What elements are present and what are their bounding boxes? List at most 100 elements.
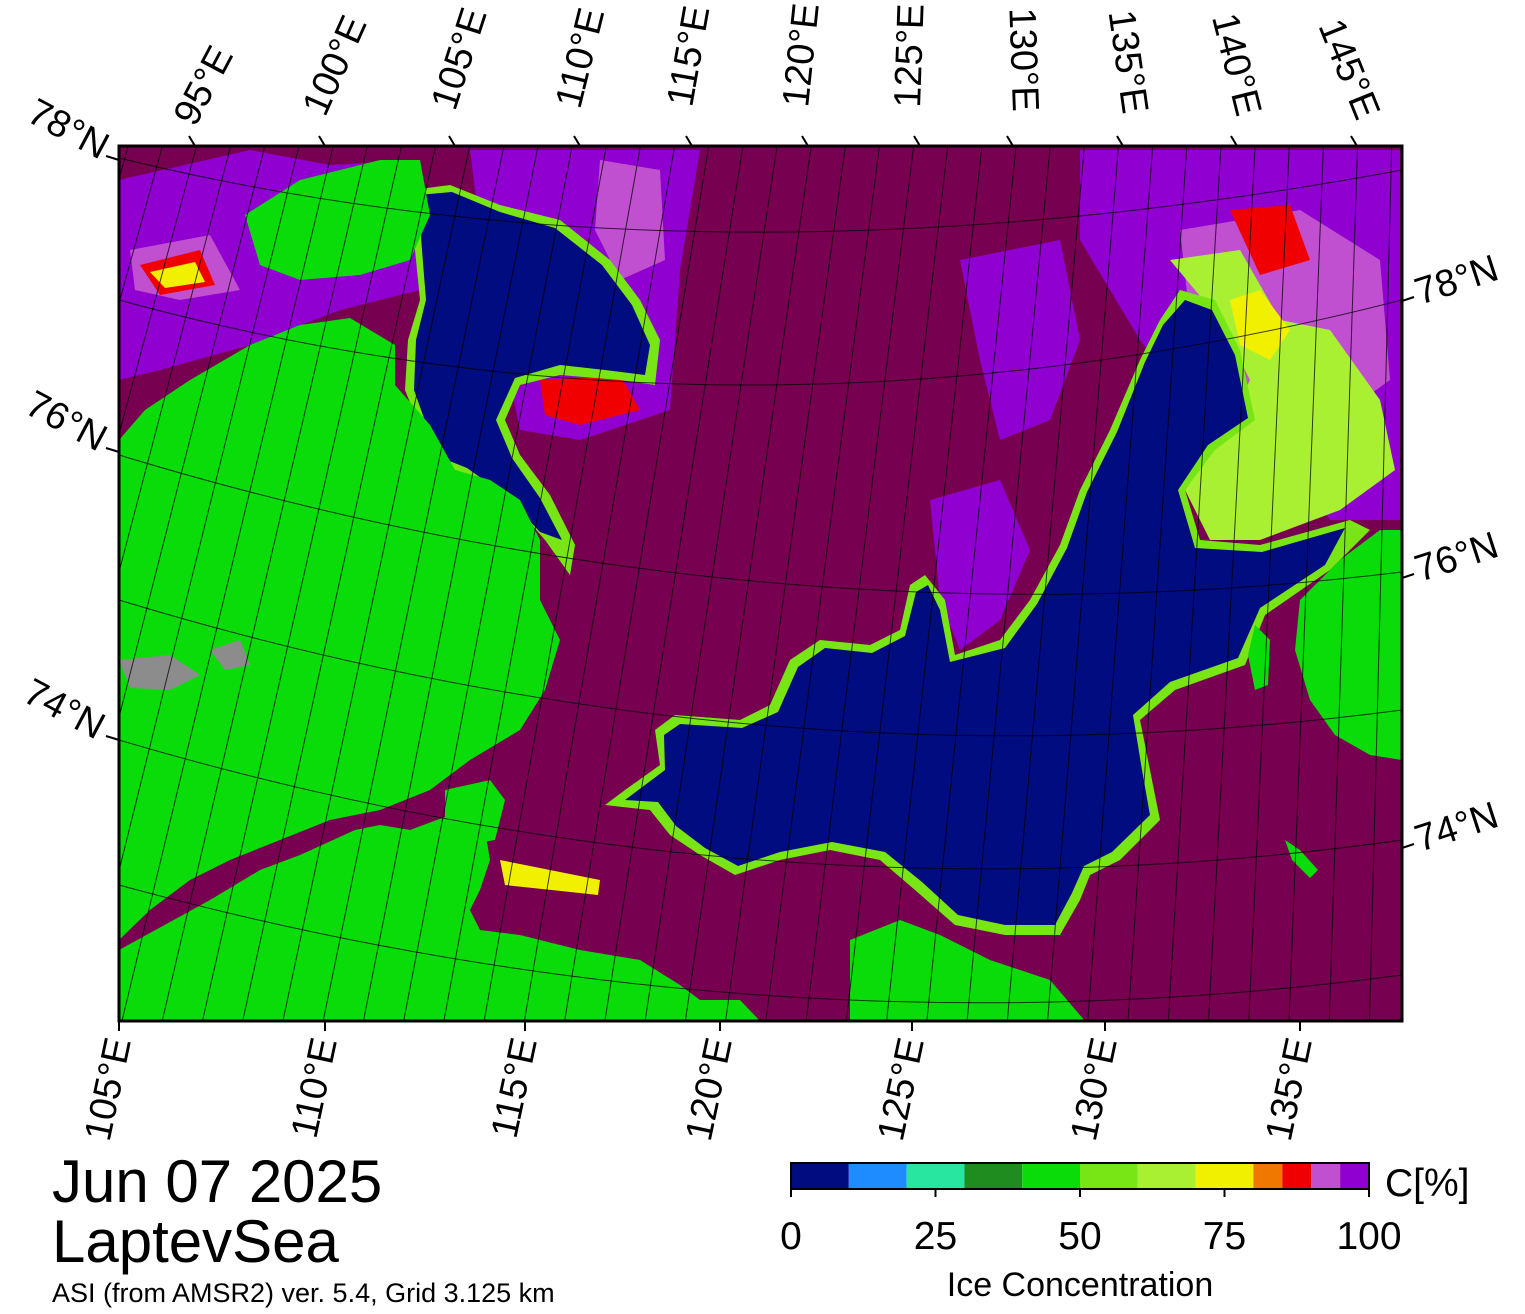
bottom-lon-label: 135°E: [1258, 1034, 1321, 1144]
parallel-line: [119, 599, 1402, 737]
meridian-line: [119, 146, 163, 306]
colorbar-tick-label: 25: [914, 1215, 957, 1258]
bottom-lon-label: 120°E: [678, 1034, 741, 1144]
data-credit: ASI (from AMSR2) ver. 5.4, Grid 3.125 km: [52, 1278, 555, 1308]
parallel-line: [119, 454, 1402, 595]
meridian-line: [362, 146, 539, 1021]
meridian-line: [564, 146, 710, 1021]
meridian-line: [119, 146, 232, 574]
meridian-line: [282, 146, 471, 1021]
right-lat-label: 78°N: [1410, 247, 1504, 313]
meridian-line: [161, 146, 368, 1021]
colorbar-bin: [964, 1163, 1023, 1189]
bottom-lon-label: 130°E: [1063, 1034, 1126, 1144]
meridian-line: [119, 146, 266, 720]
meridian-line: [1208, 146, 1256, 1021]
colorbar-tick-label: 75: [1203, 1215, 1246, 1258]
bottom-lon-label: 115°E: [484, 1034, 546, 1142]
left-latitude-labels: 78°N 76°N 74°N: [17, 91, 120, 748]
graticule-lines: [0, 146, 1402, 1021]
meridian-line: [1006, 146, 1085, 1021]
meridian-line: [1127, 146, 1188, 1021]
meridian-line: [119, 146, 198, 437]
meridian-line: [845, 146, 949, 1021]
top-lon-label: 110°E: [548, 4, 613, 112]
right-lat-label: 76°N: [1410, 524, 1504, 590]
right-latitude-labels: 78°N 76°N 74°N: [1401, 247, 1504, 861]
colorbar-bin: [906, 1163, 965, 1189]
bottom-longitude-labels: 105°E 110°E 115°E 120°E 125°E 130°E 135°E: [77, 1021, 1321, 1145]
colorbar-bin: [1022, 1163, 1080, 1189]
top-lon-label: 125°E: [887, 3, 933, 108]
meridian-line: [0, 146, 60, 1021]
meridian-line: [1248, 146, 1290, 1021]
colorbar-bin: [1253, 1163, 1283, 1189]
meridian-line: [604, 146, 744, 1021]
meridian-line: [322, 146, 505, 1021]
meridian-line: [121, 146, 334, 1021]
top-lon-label: 105°E: [424, 3, 496, 115]
meridian-line: [765, 146, 881, 1021]
open-water-areas: [405, 185, 1370, 935]
meridian-line: [684, 146, 812, 1021]
top-lon-label: 95°E: [166, 39, 242, 132]
map-region: LaptevSea: [52, 1208, 339, 1275]
colorbar-bin: [1137, 1163, 1196, 1189]
parallel-line: [119, 739, 1402, 870]
parallel-line: [119, 299, 1402, 386]
meridian-line: [1167, 146, 1222, 1021]
colorbar-tick-label: 0: [780, 1215, 802, 1258]
top-lon-label: 115°E: [660, 3, 719, 110]
meridian-line: [805, 146, 915, 1021]
map-frame: [117, 144, 1404, 1023]
colorbar-tick-label: 100: [1336, 1215, 1401, 1258]
top-lon-label: 135°E: [1100, 7, 1156, 116]
bottom-lon-label: 110°E: [284, 1034, 346, 1142]
left-lat-label: 78°N: [21, 91, 116, 168]
parallel-line: [119, 157, 1402, 233]
meridian-line: [523, 146, 676, 1021]
land-areas: [119, 160, 1402, 1021]
bottom-lon-label: 125°E: [870, 1034, 933, 1144]
meridian-line: [0, 146, 94, 1021]
top-lon-label: 130°E: [1000, 7, 1046, 112]
colorbar-bin: [848, 1163, 907, 1189]
colorbar-bin: [1311, 1163, 1341, 1189]
parallel-line: [119, 884, 1402, 1004]
colorbar-legend: 0 25 50 75 100 C[%] Ice Concentration: [780, 1162, 1470, 1304]
meridian-line: [403, 146, 573, 1021]
meridian-line: [1288, 146, 1324, 1021]
left-lat-label: 76°N: [19, 383, 114, 460]
colorbar-bin: [1195, 1163, 1254, 1189]
meridian-line: [886, 146, 983, 1021]
meridian-line: [119, 146, 129, 181]
top-longitude-labels: 95°E 100°E 105°E 110°E 115°E 120°E 125°E 130°E 1…: [166, 1, 1388, 147]
colorbar-bin: [1282, 1163, 1312, 1189]
meridian-line: [483, 146, 641, 1021]
meridian-line: [926, 146, 1017, 1021]
meridian-line: [1087, 146, 1154, 1021]
meridian-line: [1328, 146, 1359, 1021]
bottom-lon-label: 105°E: [77, 1034, 140, 1144]
right-lat-label: 74°N: [1410, 794, 1504, 860]
colorbar-title: Ice Concentration: [947, 1266, 1214, 1304]
left-lat-label: 74°N: [17, 671, 112, 748]
top-lon-label: 120°E: [775, 1, 828, 109]
meridian-line: [242, 146, 437, 1021]
top-lon-label: 100°E: [295, 10, 376, 122]
meridian-line: [966, 146, 1051, 1021]
colorbar-bin: [1340, 1163, 1369, 1189]
meridian-line: [644, 146, 778, 1021]
colorbar-bin: [791, 1163, 849, 1189]
top-lon-label: 140°E: [1203, 9, 1269, 120]
meridian-line: [119, 146, 300, 873]
meridian-line: [443, 146, 607, 1021]
top-lon-label: 145°E: [1310, 13, 1388, 125]
colorbar-bin: [1080, 1163, 1138, 1189]
colorbar-unit: C[%]: [1385, 1162, 1470, 1205]
meridian-line: [1047, 146, 1120, 1021]
meridian-line: [201, 146, 402, 1021]
meridian-line: [1369, 146, 1393, 1021]
colorbar-tick-label: 50: [1058, 1215, 1101, 1258]
